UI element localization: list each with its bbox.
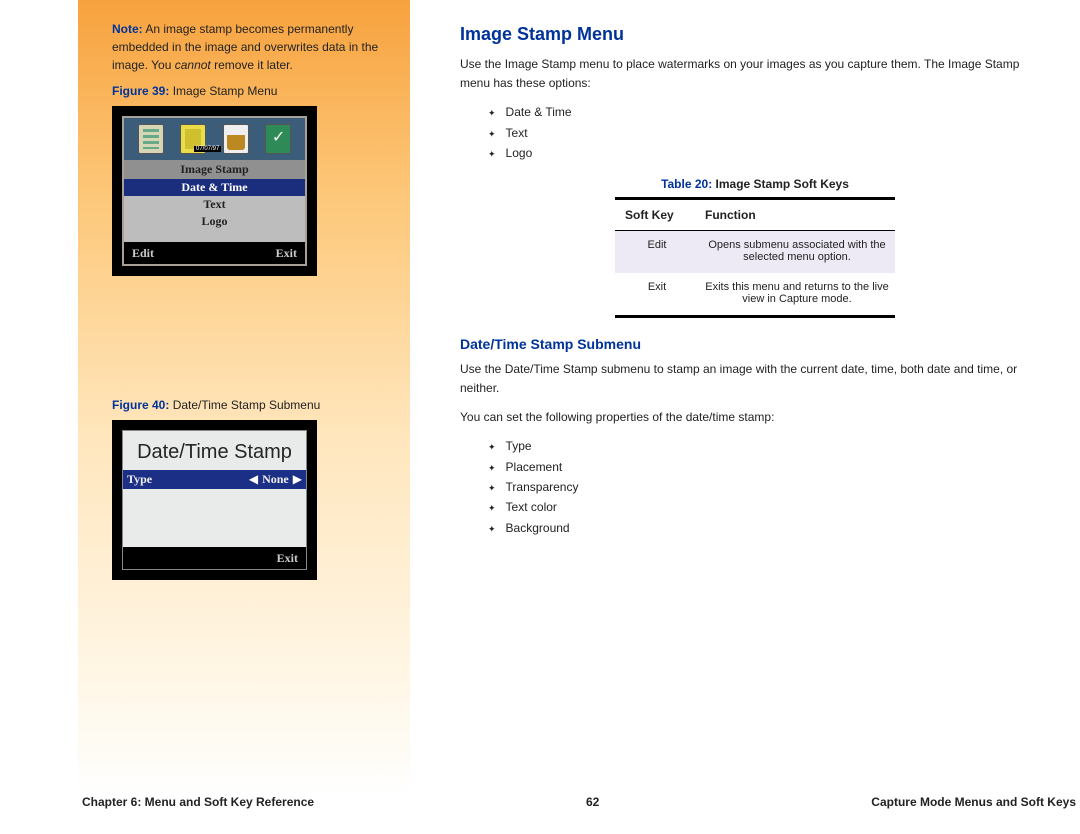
softkeys-table: Soft Key Function (615, 200, 895, 230)
list-item: Transparency (488, 477, 1050, 497)
paragraph-intro: Use the Image Stamp menu to place waterm… (460, 55, 1050, 92)
row-type-label: Type (127, 472, 173, 487)
paragraph-datetime-1: Use the Date/Time Stamp submenu to stamp… (460, 360, 1050, 397)
softkey-exit: Exit (276, 246, 297, 261)
th-function: Function (695, 200, 895, 230)
cell-func: Opens submenu associated with the select… (695, 231, 895, 273)
camera-icon (223, 124, 249, 154)
note-text2: remove it later. (211, 58, 293, 72)
table-caption-label: Table 20: (661, 177, 712, 191)
softkeys-table-body: Edit Opens submenu associated with the s… (615, 231, 895, 315)
figure40-device: Date/Time Stamp Type ◀ None ▶ Exit (112, 420, 317, 580)
datetime-title: Date/Time Stamp (123, 431, 306, 470)
row-type-value: None (258, 472, 293, 487)
table-row: Exit Exits this menu and returns to the … (615, 273, 895, 315)
list-item: Placement (488, 457, 1050, 477)
menu-title: Image Stamp (124, 160, 305, 179)
notes-icon (138, 124, 164, 154)
softkey-row-2: Exit (123, 547, 306, 569)
note-paragraph: Note: An image stamp becomes permanently… (112, 20, 388, 74)
th-softkey: Soft Key (615, 200, 695, 230)
softkey-row: Edit Exit (124, 242, 305, 264)
figure40-caption: Figure 40: Date/Time Stamp Submenu (112, 398, 388, 412)
table-wrapper: Soft Key Function Edit Opens submenu ass… (615, 197, 895, 318)
figure39-device: 07/07/97 Image Stamp Date & Time Text Lo… (112, 106, 317, 276)
figure39-label: Figure 39: (112, 84, 169, 98)
list-item: Text (488, 123, 1050, 143)
main-column: Image Stamp Menu Use the Image Stamp men… (410, 0, 1080, 795)
table-caption: Table 20: Image Stamp Soft Keys (460, 177, 1050, 191)
footer-right: Capture Mode Menus and Soft Keys (871, 795, 1076, 809)
menu-item-text: Text (124, 196, 305, 213)
note-label: Note: (112, 22, 143, 36)
note-italic: cannot (175, 58, 211, 72)
menu-item-logo: Logo (124, 213, 305, 230)
cell-key: Edit (615, 231, 695, 273)
figure39-text: Image Stamp Menu (169, 84, 277, 98)
options-list-1: Date & Time Text Logo (460, 102, 1050, 163)
figure40-text: Date/Time Stamp Submenu (169, 398, 320, 412)
options-list-2: Type Placement Transparency Text color B… (460, 436, 1050, 538)
list-item: Background (488, 518, 1050, 538)
paragraph-datetime-2: You can set the following properties of … (460, 408, 1050, 427)
table-caption-text: Image Stamp Soft Keys (712, 177, 849, 191)
footer-left: Chapter 6: Menu and Soft Key Reference (82, 795, 314, 809)
sidebar-column: Note: An image stamp becomes permanently… (78, 0, 410, 795)
list-item: Date & Time (488, 102, 1050, 122)
list-item: Logo (488, 143, 1050, 163)
icon-strip: 07/07/97 (124, 118, 305, 160)
figure40-screen: Date/Time Stamp Type ◀ None ▶ Exit (122, 430, 307, 570)
cell-key: Exit (615, 273, 695, 315)
list-item: Text color (488, 497, 1050, 517)
right-arrow-icon: ▶ (293, 472, 302, 487)
softkey-exit-2: Exit (277, 551, 298, 566)
date-badge: 07/07/97 (194, 146, 221, 152)
cell-func: Exits this menu and returns to the live … (695, 273, 895, 315)
menu-item-datetime: Date & Time (124, 179, 305, 196)
heading-datetime: Date/Time Stamp Submenu (460, 336, 1050, 352)
figure39-caption: Figure 39: Image Stamp Menu (112, 84, 388, 98)
page-footer: Chapter 6: Menu and Soft Key Reference 6… (78, 795, 1080, 809)
figure39-screen: 07/07/97 Image Stamp Date & Time Text Lo… (122, 116, 307, 266)
menu-block: Image Stamp Date & Time Text Logo (124, 160, 305, 242)
list-item: Type (488, 436, 1050, 456)
datetime-row: Type ◀ None ▶ (123, 470, 306, 489)
footer-page-number: 62 (586, 795, 599, 809)
heading-image-stamp: Image Stamp Menu (460, 24, 1050, 45)
left-arrow-icon: ◀ (249, 472, 258, 487)
check-icon (265, 124, 291, 154)
table-row: Edit Opens submenu associated with the s… (615, 231, 895, 273)
softkey-edit: Edit (132, 246, 154, 261)
figure40-label: Figure 40: (112, 398, 169, 412)
